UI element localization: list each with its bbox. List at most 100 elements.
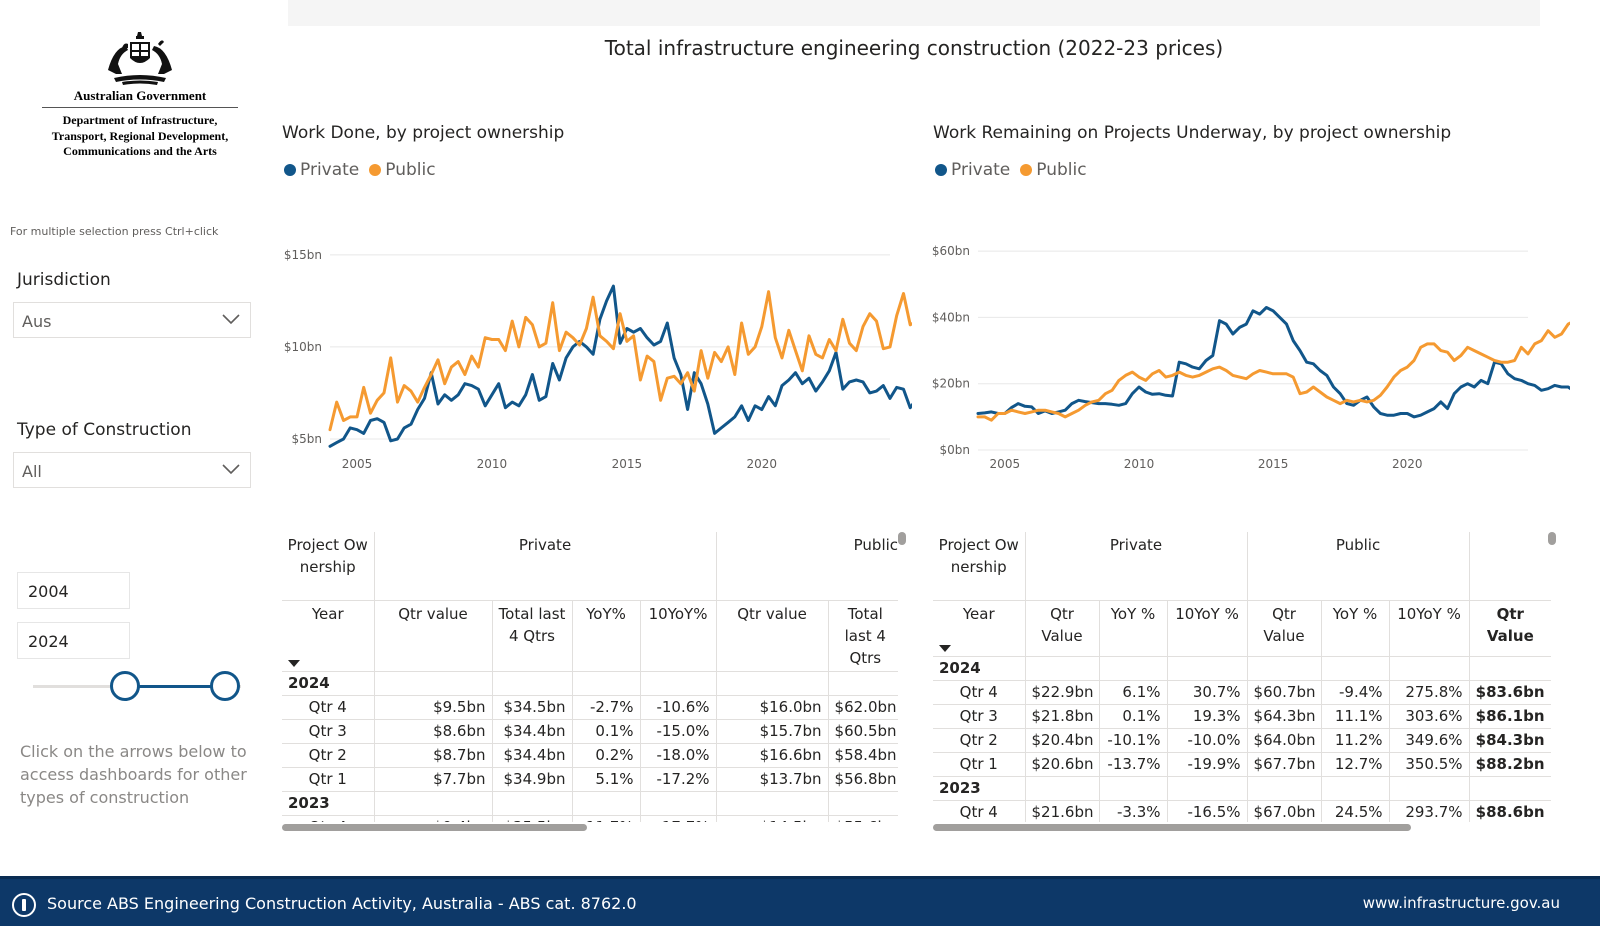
legend-private[interactable]: Private <box>284 160 359 180</box>
year-group-row[interactable]: 2023 <box>933 776 1551 801</box>
column-group-private[interactable]: Private <box>1025 532 1248 601</box>
table-cell <box>1389 656 1470 681</box>
jurisdiction-value: Aus <box>22 312 52 331</box>
table-cell <box>1469 656 1551 681</box>
quarter-label: Qtr 3 <box>282 719 375 744</box>
table-cell: -16.5% <box>1167 800 1248 822</box>
column-group-public[interactable]: Public <box>1247 532 1470 601</box>
quarter-label: Qtr 4 <box>282 815 375 822</box>
type-of-construction-label: Type of Construction <box>17 420 192 440</box>
table-cell: $67.0bn <box>1247 800 1322 822</box>
table-cell: 293.7% <box>1389 800 1470 822</box>
work-remaining-table: Project Ownership Private Public Year Qt… <box>933 532 1551 822</box>
year-group-row[interactable]: 2024 <box>282 671 898 696</box>
series-line-private[interactable] <box>328 284 912 448</box>
quarter-label: Qtr 4 <box>282 695 375 720</box>
table-cell: $8.6bn <box>374 719 493 744</box>
table-cell: $34.4bn <box>492 743 573 768</box>
table-cell: $56.8bn <box>828 767 898 792</box>
table-cell: -13.7% <box>1099 752 1168 777</box>
column-header-public-10yoy[interactable]: 10YoY % <box>1389 600 1470 657</box>
column-header-ownership[interactable]: Project Ownership <box>282 532 375 601</box>
year-group-row[interactable]: 2023 <box>282 791 898 816</box>
series-line-public[interactable] <box>976 226 1570 422</box>
column-header-private-total-4-qtrs[interactable]: Total last 4 Qtrs <box>492 600 573 672</box>
table-row[interactable]: Qtr 1 $20.6bn -13.7% -19.9% $67.7bn 12.7% 350.… <box>933 752 1551 777</box>
table-cell <box>1167 776 1248 801</box>
sort-desc-icon[interactable] <box>939 644 951 652</box>
table-cell <box>1389 776 1470 801</box>
y-tick-label: $60bn <box>932 244 970 258</box>
column-header-year[interactable]: Year <box>282 600 375 672</box>
start-year-input[interactable]: 2004 <box>17 572 130 609</box>
column-group-private[interactable]: Private <box>374 532 717 601</box>
table-cell: $20.4bn <box>1025 728 1100 753</box>
table-cell: -15.0% <box>640 719 717 744</box>
column-header-private-yoy[interactable]: YoY % <box>1099 600 1168 657</box>
column-header-public-yoy[interactable]: YoY % <box>1321 600 1390 657</box>
table-cell: 11.1% <box>1321 704 1390 729</box>
legend-public[interactable]: Public <box>369 160 436 180</box>
column-header-public-qtr-value[interactable]: Qtr value <box>716 600 829 672</box>
jurisdiction-dropdown[interactable]: Aus <box>13 302 251 338</box>
table-cell: 30.7% <box>1167 680 1248 705</box>
column-header-private-10yoy[interactable]: 10YoY % <box>1167 600 1248 657</box>
table-cell: $34.5bn <box>492 695 573 720</box>
column-header-public-qtr-value[interactable]: Qtr Value <box>1247 600 1322 657</box>
work-done-line-chart: $5bn $10bn $15bn 2005 2010 2015 2020 <box>284 224 912 471</box>
horizontal-scrollbar[interactable] <box>933 824 1411 831</box>
column-header-private-10yoy[interactable]: 10YoY% <box>640 600 717 672</box>
end-year-input[interactable]: 2024 <box>17 622 130 659</box>
table-cell <box>572 671 641 696</box>
website-link[interactable]: www.infrastructure.gov.au <box>1362 894 1560 912</box>
legend-label-public: Public <box>1036 160 1087 180</box>
table-cell: $58.4bn <box>828 743 898 768</box>
column-header-private-qtr-value[interactable]: Qtr Value <box>1025 600 1100 657</box>
table-cell <box>716 671 829 696</box>
column-header-year[interactable]: Year <box>933 600 1026 657</box>
source-note: Source ABS Engineering Construction Acti… <box>47 894 637 913</box>
x-tick-label: 2020 <box>1392 457 1423 471</box>
table-cell: $88.2bn <box>1469 752 1551 777</box>
table-row[interactable]: Qtr 3 $8.6bn $34.4bn 0.1% -15.0% $15.7bn $60.5… <box>282 719 898 744</box>
column-header-total-qtr-value[interactable]: Qtr Value <box>1469 600 1551 657</box>
type-of-construction-dropdown[interactable]: All <box>13 452 251 488</box>
table-row[interactable]: Qtr 4 $9.5bn $34.5bn -2.7% -10.6% $16.0bn $62.… <box>282 695 898 720</box>
table-row[interactable]: Qtr 4$9.4bn$35.5bn11.7%-17.7%$14.5bn$55.… <box>282 815 898 822</box>
table-row[interactable]: Qtr 2 $8.7bn $34.4bn 0.2% -18.0% $16.6bn $58.4… <box>282 743 898 768</box>
column-group-public[interactable]: Public <box>716 532 898 601</box>
table-row[interactable]: Qtr 3 $21.8bn 0.1% 19.3% $64.3bn 11.1% 303.6% $… <box>933 704 1551 729</box>
year-slider-end-handle[interactable] <box>210 671 240 701</box>
table-cell <box>1025 656 1100 681</box>
table-cell: $21.8bn <box>1025 704 1100 729</box>
table-row[interactable]: Qtr 4 $22.9bn 6.1% 30.7% $60.7bn -9.4% 275.8% $… <box>933 680 1551 705</box>
table-cell: 5.1% <box>572 767 641 792</box>
sort-desc-icon[interactable] <box>288 659 300 667</box>
table-cell: $35.5bn <box>492 815 573 822</box>
table-cell <box>1247 656 1322 681</box>
table-cell <box>1247 776 1322 801</box>
gov-name: Australian Government <box>73 88 207 103</box>
column-header-private-qtr-value[interactable]: Qtr value <box>374 600 493 672</box>
table-row[interactable]: Qtr 1 $7.7bn $34.9bn 5.1% -17.2% $13.7bn $56.8… <box>282 767 898 792</box>
horizontal-scrollbar[interactable] <box>282 824 587 831</box>
legend-private[interactable]: Private <box>935 160 1010 180</box>
vertical-scrollbar[interactable] <box>1548 532 1556 545</box>
table-row[interactable]: Qtr 2 $20.4bn -10.1% -10.0% $64.0bn 11.2% 349.… <box>933 728 1551 753</box>
series-line-public[interactable] <box>328 224 912 432</box>
column-header-private-yoy[interactable]: YoY% <box>572 600 641 672</box>
info-icon[interactable] <box>12 893 36 917</box>
year-group-row[interactable]: 2024 <box>933 656 1551 681</box>
column-header-public-total-4-qtrs[interactable]: Total last 4 Qtrs <box>828 600 898 672</box>
table-cell: $83.6bn <box>1469 680 1551 705</box>
table-cell: $60.5bn <box>828 719 898 744</box>
legend-public[interactable]: Public <box>1020 160 1087 180</box>
table-row[interactable]: Qtr 4 $21.6bn -3.3% -16.5% $67.0bn 24.5% 293.7… <box>933 800 1551 822</box>
column-header-ownership[interactable]: Project Ownership <box>933 532 1026 601</box>
year-slider-start-handle[interactable] <box>110 671 140 701</box>
dept-line-2: Transport, Regional Development, <box>51 128 229 143</box>
vertical-scrollbar[interactable] <box>898 532 906 545</box>
legend-label-private: Private <box>300 160 360 180</box>
series-line-private[interactable] <box>976 306 1570 419</box>
table-cell <box>640 791 717 816</box>
